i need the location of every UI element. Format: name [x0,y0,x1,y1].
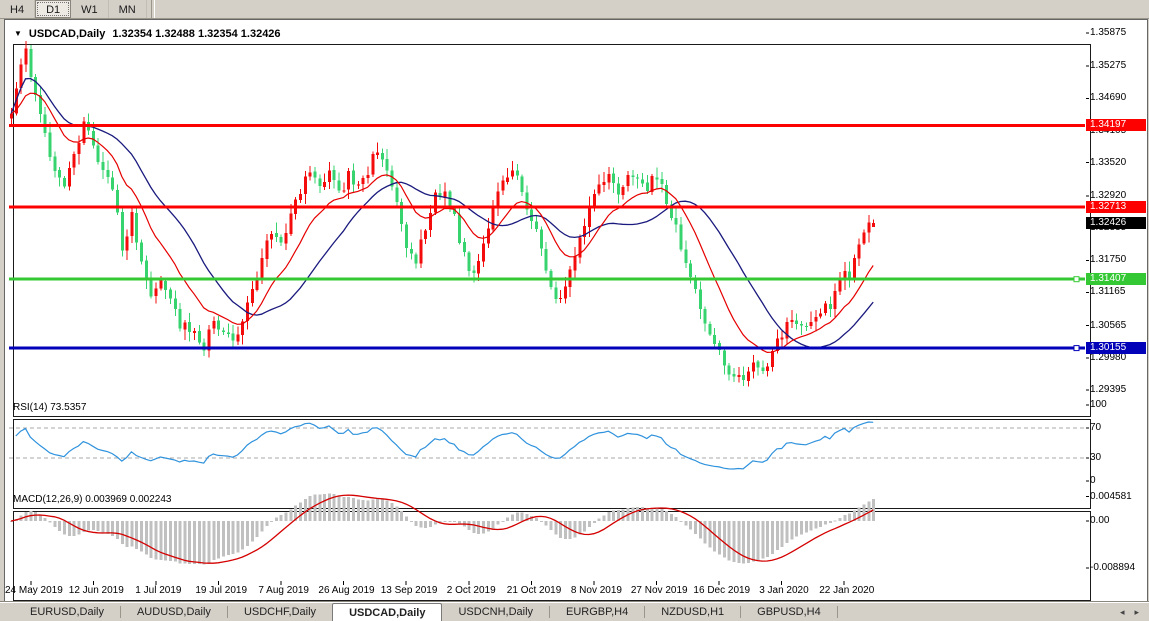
tab-usdchf-daily[interactable]: USDCHF,Daily [243,606,317,618]
rsi-panel-area[interactable] [13,419,1091,509]
timeframe-toolbar: H4 D1 W1 MN [0,0,1149,19]
macd-indicator-label: MACD(12,26,9) 0.003969 0.002243 [13,494,172,505]
tab-separator [226,606,228,618]
date-axis-label: 2 Oct 2019 [446,585,496,596]
price-tick-label: 1.35275 [1090,60,1127,72]
date-axis-label: 22 Jan 2020 [819,585,875,596]
price-tick-label: 1.29980 [1090,351,1127,363]
tab-separator [740,606,742,618]
macd-tick-label: -0.008894 [1090,562,1136,574]
rsi-tick-label: 70 [1090,421,1102,433]
date-axis-label: 19 Jul 2019 [195,585,248,596]
date-axis-label: 26 Aug 2019 [318,585,375,596]
price-tick-label: 1.34690 [1090,92,1127,104]
timeframe-button-d1[interactable]: D1 [35,0,72,18]
date-axis-label: 8 Nov 2019 [570,585,622,596]
symbol-period-label: USDCAD,Daily [28,28,106,40]
price-tick-label: 1.33520 [1090,156,1127,168]
rsi-indicator-label: RSI(14) 73.5357 [13,402,87,413]
ohlc-quote: 1.32354 1.32488 1.32354 1.32426 [112,28,281,40]
price-tick-label: 1.35875 [1090,27,1127,38]
timeframe-button-h4[interactable]: H4 [0,0,36,18]
rsi-tick-label: 100 [1090,399,1107,410]
last-price-label: 1.32426 [1086,217,1146,229]
price-tick-label: 1.31750 [1090,254,1127,266]
date-axis-label: 7 Aug 2019 [258,585,309,596]
tab-scroll-right-icon[interactable]: ▸ [1134,606,1139,617]
tab-separator [836,606,838,618]
price-tick-label: 1.30565 [1090,319,1127,331]
price-chart-area[interactable] [13,44,1091,417]
support-price-label-2: 1.30155 [1086,342,1146,355]
price-tick-label: 1.32920 [1090,189,1127,201]
macd-tick-label: 0.004581 [1090,490,1132,502]
macd-tick-label: 0.00 [1090,515,1110,526]
tab-eurgbp-h4[interactable]: EURGBP,H4 [566,606,629,618]
rsi-tick-label: 0 [1090,475,1096,486]
tab-scroll-left-icon[interactable]: ◂ [1119,606,1125,617]
resistance-price-label-2: 1.32713 [1086,201,1146,214]
tab-eurusd-daily[interactable]: EURUSD,Daily [30,606,104,618]
tab-usdcad-daily[interactable]: USDCAD,Daily [332,603,443,621]
chart-window [4,19,1148,603]
tab-separator [644,606,646,618]
tab-separator [549,606,551,618]
tab-scroll-controls: ◂ ▸ [1120,603,1149,621]
resistance-price-label: 1.34197 [1086,119,1146,132]
chart-title: ▼ USDCAD,Daily 1.32354 1.32488 1.32354 1… [14,28,281,40]
price-tick-label: 1.31165 [1090,286,1126,298]
tab-separator [119,606,121,618]
symbol-tab-bar: EURUSD,Daily AUDUSD,Daily USDCHF,Daily U… [0,602,1149,621]
tab-usdcnh-daily[interactable]: USDCNH,Daily [458,606,534,618]
timeframe-button-mn[interactable]: MN [109,0,147,18]
date-axis-label: 12 Jun 2019 [68,585,124,596]
tab-audusd-daily[interactable]: AUDUSD,Daily [136,606,211,618]
date-axis-label: 21 Oct 2019 [506,585,562,596]
toolbar-separator [150,0,155,18]
date-axis-label: 1 Jul 2019 [135,585,182,596]
timeframe-button-w1[interactable]: W1 [71,0,109,18]
tab-nzdusd-h1[interactable]: NZDUSD,H1 [661,606,725,618]
tab-gbpusd-h4[interactable]: GBPUSD,H4 [757,606,821,618]
support-price-label: 1.31407 [1086,273,1146,286]
date-axis-label: 27 Nov 2019 [630,585,688,596]
date-axis-label: 13 Sep 2019 [380,585,438,596]
chevron-down-icon: ▼ [14,28,22,38]
date-axis-label: 16 Dec 2019 [693,585,751,596]
date-axis-label: 24 May 2019 [4,585,63,596]
price-tick-label: 1.29395 [1090,384,1127,395]
rsi-tick-label: 30 [1090,452,1102,464]
date-axis-label: 3 Jan 2020 [759,585,809,596]
